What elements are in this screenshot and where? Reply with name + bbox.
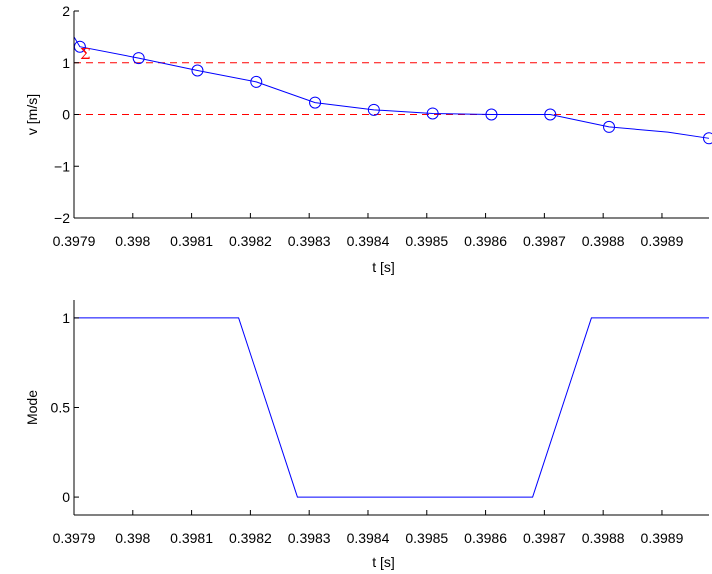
y-tick-label: 2	[62, 3, 70, 19]
y-tick-label: −2	[54, 210, 70, 226]
data-point	[426, 107, 439, 120]
x-tick-label: 0.3988	[582, 530, 625, 546]
mode-chart: 0.3979 0.398 0.3981 0.3982 0.3983 0.3984 0.398…	[24, 300, 709, 570]
data-point	[309, 96, 322, 109]
y-tick-label: 0	[62, 107, 70, 123]
x-tick-label: 0.3982	[229, 233, 272, 249]
y-tick-label: 0	[62, 489, 70, 505]
data-point	[191, 64, 204, 77]
sigma-annotation: Σ	[80, 45, 91, 63]
x-tick-label: 0.3985	[405, 530, 448, 546]
x-tick-label: 0.3982	[229, 530, 272, 546]
x-tick-label: 0.3981	[170, 233, 213, 249]
x-tick-label: 0.398	[115, 233, 150, 249]
data-point	[132, 52, 145, 65]
x-tick-label: 0.3986	[464, 233, 507, 249]
x-axis-title: t [s]	[372, 554, 395, 570]
x-tick-label: 0.3987	[523, 233, 566, 249]
y-tick-label: −1	[54, 158, 70, 174]
series-line	[74, 317, 709, 498]
x-tick-label: 0.3984	[347, 233, 390, 249]
x-tick-label: 0.3979	[53, 530, 96, 546]
velocity-chart: 0.3979 0.398 0.3981 0.3982 0.3983 0.3984 0.398…	[24, 3, 712, 275]
y-tick-label: 1	[62, 310, 70, 326]
data-point	[544, 108, 557, 121]
data-point	[250, 75, 263, 88]
data-point	[703, 132, 712, 145]
x-axis-title: t [s]	[372, 259, 395, 275]
x-tick-label: 0.3985	[405, 233, 448, 249]
y-axis-title: Mode	[24, 390, 40, 425]
series-line	[74, 36, 710, 139]
x-tick-label: 0.3983	[288, 530, 331, 546]
data-point	[485, 108, 498, 121]
y-tick-label: 1	[62, 55, 70, 71]
data-point	[603, 120, 616, 133]
y-tick-label: 0.5	[51, 400, 71, 416]
x-tick-label: 0.3984	[347, 530, 390, 546]
x-tick-label: 0.3981	[170, 530, 213, 546]
x-tick-label: 0.3988	[582, 233, 625, 249]
data-point	[367, 103, 380, 116]
x-tick-label: 0.398	[115, 530, 150, 546]
x-tick-label: 0.3987	[523, 530, 566, 546]
x-tick-label: 0.3979	[53, 233, 96, 249]
x-tick-label: 0.3986	[464, 530, 507, 546]
x-tick-label: 0.3989	[641, 530, 684, 546]
x-tick-label: 0.3989	[641, 233, 684, 249]
y-axis-title: v [m/s]	[24, 94, 40, 135]
x-tick-label: 0.3983	[288, 233, 331, 249]
